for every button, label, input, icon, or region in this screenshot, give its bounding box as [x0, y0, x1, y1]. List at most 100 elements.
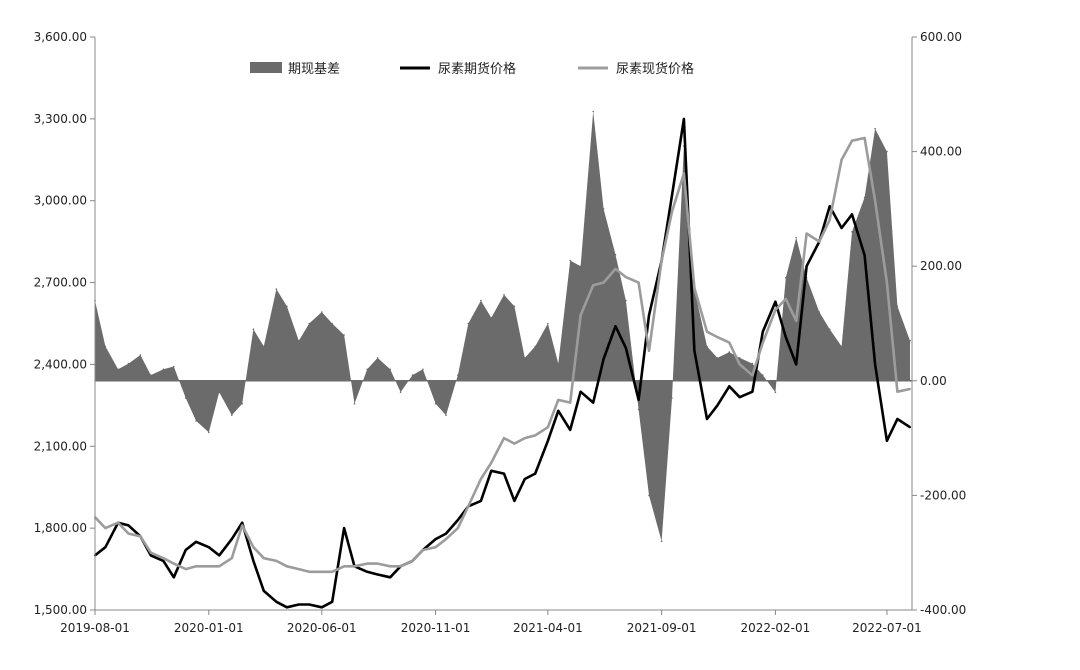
basis-point	[127, 362, 130, 365]
basis-point	[569, 259, 571, 262]
spot-price-point	[840, 158, 843, 161]
legend-swatch-basis	[250, 62, 282, 73]
spot-price-point	[139, 535, 142, 538]
spot-price-point	[706, 330, 708, 333]
x-tick-label: 2021-04-01	[513, 621, 583, 635]
basis-point	[795, 236, 797, 239]
basis-point	[602, 208, 605, 210]
spot-price-point	[624, 276, 627, 279]
futures-price-point	[909, 426, 911, 429]
legend: 期现基差 尿素期货价格 尿素现货价格	[250, 61, 694, 77]
futures-price-point	[534, 472, 537, 475]
spot-price-point	[648, 349, 650, 352]
spot-price-point	[909, 388, 911, 390]
futures-price-point	[241, 521, 244, 524]
futures-price-point	[331, 600, 334, 603]
basis-point	[150, 374, 152, 376]
spot-price-point	[569, 401, 572, 404]
futures-price-point	[172, 576, 175, 579]
spot-price-point	[660, 259, 663, 262]
x-tick-label: 2019-08-01	[60, 621, 130, 635]
basis-point	[331, 322, 334, 325]
spot-price-point	[805, 232, 808, 235]
basis-point	[751, 362, 754, 365]
basis-point	[366, 368, 369, 371]
basis-point	[547, 322, 549, 325]
x-tick-label: 2020-11-01	[401, 621, 471, 635]
futures-price-point	[366, 570, 369, 573]
futures-price-point	[602, 358, 605, 360]
futures-price-point	[648, 314, 650, 317]
spot-price-point	[127, 532, 130, 535]
x-tick-label: 2021-09-01	[627, 621, 697, 635]
spot-price-point	[456, 527, 459, 530]
left-tick-label: 2,400.00	[34, 357, 87, 371]
right-tick-label: -400.00	[920, 603, 966, 617]
basis-point	[637, 408, 640, 411]
spot-price-point	[195, 565, 198, 568]
spot-price-point	[671, 210, 673, 213]
futures-price-point	[828, 205, 831, 208]
basis-point	[738, 357, 741, 359]
x-tick-label: 2022-07-01	[852, 621, 922, 635]
spot-price-point	[579, 314, 582, 317]
spot-price-point	[761, 341, 764, 344]
basis-point	[445, 414, 447, 417]
x-tick-label: 2020-01-01	[174, 621, 244, 635]
basis-point	[851, 231, 853, 233]
futures-price-point	[774, 300, 777, 303]
futures-price-point	[513, 499, 516, 502]
basis-point	[557, 362, 560, 365]
basis-point	[648, 494, 650, 497]
basis-point	[434, 402, 437, 405]
basis-point	[490, 317, 493, 319]
spot-price-point	[262, 557, 265, 560]
basis-point	[104, 345, 107, 348]
futures-price-point	[805, 265, 808, 268]
futures-price-point	[523, 478, 526, 480]
futures-price-point	[445, 532, 447, 535]
spot-price-point	[467, 505, 470, 508]
basis-point	[208, 431, 210, 434]
right-tick-label: -200.00	[920, 488, 966, 502]
basis-point	[534, 345, 536, 348]
futures-price-point	[252, 559, 255, 562]
right-tick-label: 600.00	[920, 30, 962, 44]
spot-price-point	[728, 341, 731, 344]
basis-point	[513, 305, 516, 308]
left-tick-label: 2,700.00	[34, 276, 87, 290]
futures-price-point	[624, 347, 627, 350]
left-tick-label: 1,500.00	[34, 603, 87, 617]
spot-price-point	[389, 565, 392, 568]
legend-label: 尿素现货价格	[616, 61, 694, 77]
spot-price-point	[503, 437, 505, 440]
futures-price-point	[149, 554, 152, 557]
futures-price-point	[682, 117, 685, 120]
basis-point	[896, 305, 899, 308]
futures-price-point	[840, 227, 843, 229]
futures-price-point	[614, 325, 617, 328]
futures-price-point	[389, 576, 392, 579]
spot-price-point	[434, 546, 437, 549]
futures-price-point	[218, 554, 221, 557]
basis-point	[480, 299, 482, 302]
right-tick-label: 200.00	[920, 259, 962, 273]
spot-price-point	[445, 538, 447, 541]
basis-point	[231, 414, 233, 417]
basis-point	[321, 311, 323, 313]
basis-point	[275, 288, 278, 290]
left-tick-label: 3,000.00	[34, 194, 87, 208]
spot-price-point	[149, 551, 152, 554]
basis-point	[614, 253, 617, 256]
basis-point	[660, 540, 663, 542]
futures-price-point	[579, 390, 582, 393]
futures-price-point	[262, 589, 265, 592]
futures-price-point	[546, 439, 549, 442]
futures-price-point	[637, 398, 640, 401]
futures-price-point	[693, 349, 696, 352]
basis-point	[524, 357, 526, 359]
futures-price-point	[795, 363, 798, 366]
basis-point	[467, 322, 470, 325]
spot-price-point	[546, 426, 549, 429]
